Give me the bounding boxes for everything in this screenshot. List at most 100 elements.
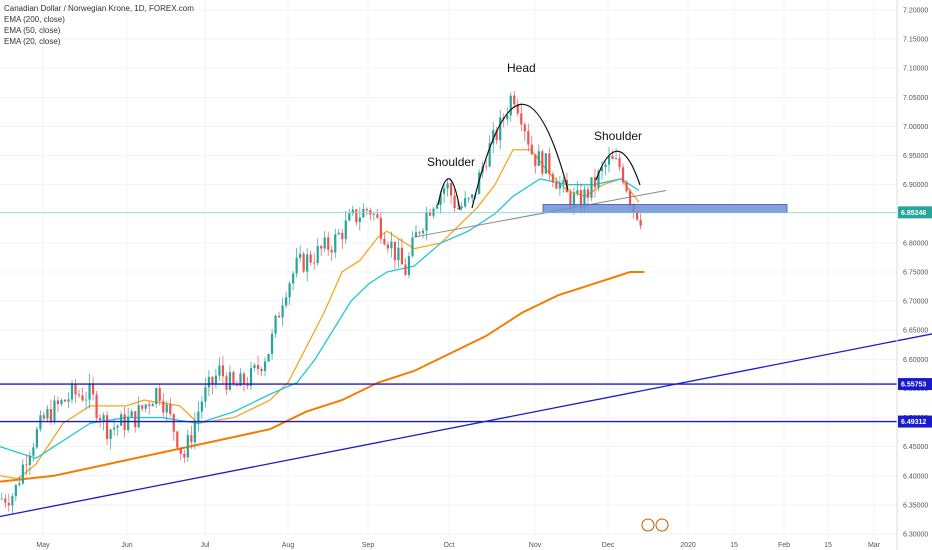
candle-body	[411, 237, 414, 257]
candle-body	[18, 483, 21, 485]
candle-body	[449, 183, 453, 196]
x-tick-label: Dec	[602, 542, 615, 549]
y-tick-label: 6.60000	[903, 357, 928, 364]
candle-body	[193, 421, 196, 443]
y-tick-label: 6.75000	[903, 270, 928, 277]
candle-body	[120, 414, 123, 426]
candle-body	[579, 190, 583, 209]
candle-body	[439, 193, 442, 206]
candle-body	[74, 383, 77, 395]
candle-body	[344, 220, 347, 240]
candle-body	[277, 315, 281, 318]
price-label: 6.85246	[901, 210, 926, 217]
candle-body	[551, 174, 554, 183]
candle-body	[488, 143, 491, 167]
candle-body	[46, 409, 49, 419]
candle-body	[604, 164, 607, 167]
candle-body	[49, 409, 53, 423]
candle-body	[70, 383, 74, 400]
x-tick-label: Oct	[444, 542, 455, 549]
candle-body	[56, 400, 60, 404]
candle-body	[253, 365, 256, 368]
candle-body	[618, 158, 621, 168]
x-tick-label: 2020	[680, 542, 696, 549]
indicator-ema20[interactable]: EMA (20, close)	[4, 37, 61, 46]
candle-body	[453, 195, 456, 209]
candle-body	[404, 264, 407, 275]
candle-body	[457, 208, 460, 209]
overlay-layer	[0, 103, 932, 518]
candle-body	[492, 130, 495, 144]
candle-body	[91, 383, 95, 395]
candle-body	[162, 401, 165, 413]
candle-body	[235, 383, 239, 386]
time-axis: May Jun Jul Aug Sep Oct Nov Dec 2020 15 Feb 15 Mar	[36, 542, 880, 549]
candle-body	[137, 405, 140, 428]
candle-body	[323, 237, 326, 249]
candle-body	[295, 257, 298, 274]
candle-body	[306, 254, 309, 272]
x-tick-label: Feb	[778, 542, 790, 549]
series-layer	[0, 149, 645, 483]
left-shoulder-arc	[437, 178, 461, 211]
candle-body	[130, 411, 133, 417]
candle-body	[165, 404, 168, 413]
y-tick-label: 6.95000	[903, 153, 928, 160]
candle-body	[407, 256, 411, 275]
price-label-bg	[898, 206, 932, 219]
candle-body	[67, 399, 70, 402]
price-label-bg	[898, 378, 932, 391]
candle-body	[169, 404, 172, 415]
candle-body	[337, 232, 340, 235]
candle-body	[102, 415, 105, 421]
candle-body	[63, 399, 67, 402]
candle-body	[393, 241, 397, 261]
candle-body	[242, 373, 246, 385]
candle-body	[32, 447, 35, 456]
candle-body	[7, 502, 10, 506]
candle-body	[98, 418, 102, 421]
annotation-left-shoulder: Shoulder	[427, 155, 475, 169]
candle-body	[116, 425, 119, 428]
indicator-ema50[interactable]: EMA (50, close)	[4, 26, 61, 35]
candle-body	[158, 388, 161, 402]
candle-body	[179, 447, 182, 454]
candle-body	[607, 155, 611, 165]
x-tick-label: Mar	[868, 542, 881, 549]
candle-body	[558, 183, 561, 189]
candle-body	[200, 401, 203, 412]
candle-body	[239, 373, 242, 386]
candle-body	[127, 416, 130, 431]
candle-body	[60, 399, 63, 404]
candle-body	[400, 247, 404, 265]
y-tick-label: 7.10000	[903, 66, 928, 73]
candle-body	[460, 206, 463, 209]
candle-body	[274, 315, 277, 334]
candle-body	[141, 405, 144, 409]
y-tick-label: 7.05000	[903, 95, 928, 102]
candle-body	[421, 230, 425, 234]
candle-body	[134, 411, 137, 428]
candle-body	[42, 415, 46, 419]
candle-body	[365, 208, 368, 211]
candle-body	[530, 144, 533, 155]
events-icon[interactable]	[641, 518, 669, 532]
x-tick-label: 15	[730, 542, 738, 549]
x-tick-label: Aug	[282, 542, 295, 549]
candle-body	[25, 464, 28, 466]
candle-body	[555, 182, 558, 189]
candle-body	[225, 376, 228, 390]
trendline	[0, 333, 932, 518]
candle-body	[576, 190, 579, 194]
indicator-ema200[interactable]: EMA (200, close)	[4, 15, 65, 24]
candle-body	[418, 232, 421, 234]
candle-body	[590, 177, 593, 198]
symbol-title: Canadian Dollar / Norwegian Krone, 1D, F…	[4, 4, 194, 13]
price-axis: 7.20000 7.15000 7.10000 7.05000 7.00000 6.950…	[898, 8, 932, 539]
candle-body	[109, 429, 112, 439]
x-tick-label: May	[36, 542, 50, 549]
x-tick-label: 15	[824, 542, 832, 549]
annotation-head: Head	[507, 61, 536, 75]
candle-body	[372, 214, 375, 215]
